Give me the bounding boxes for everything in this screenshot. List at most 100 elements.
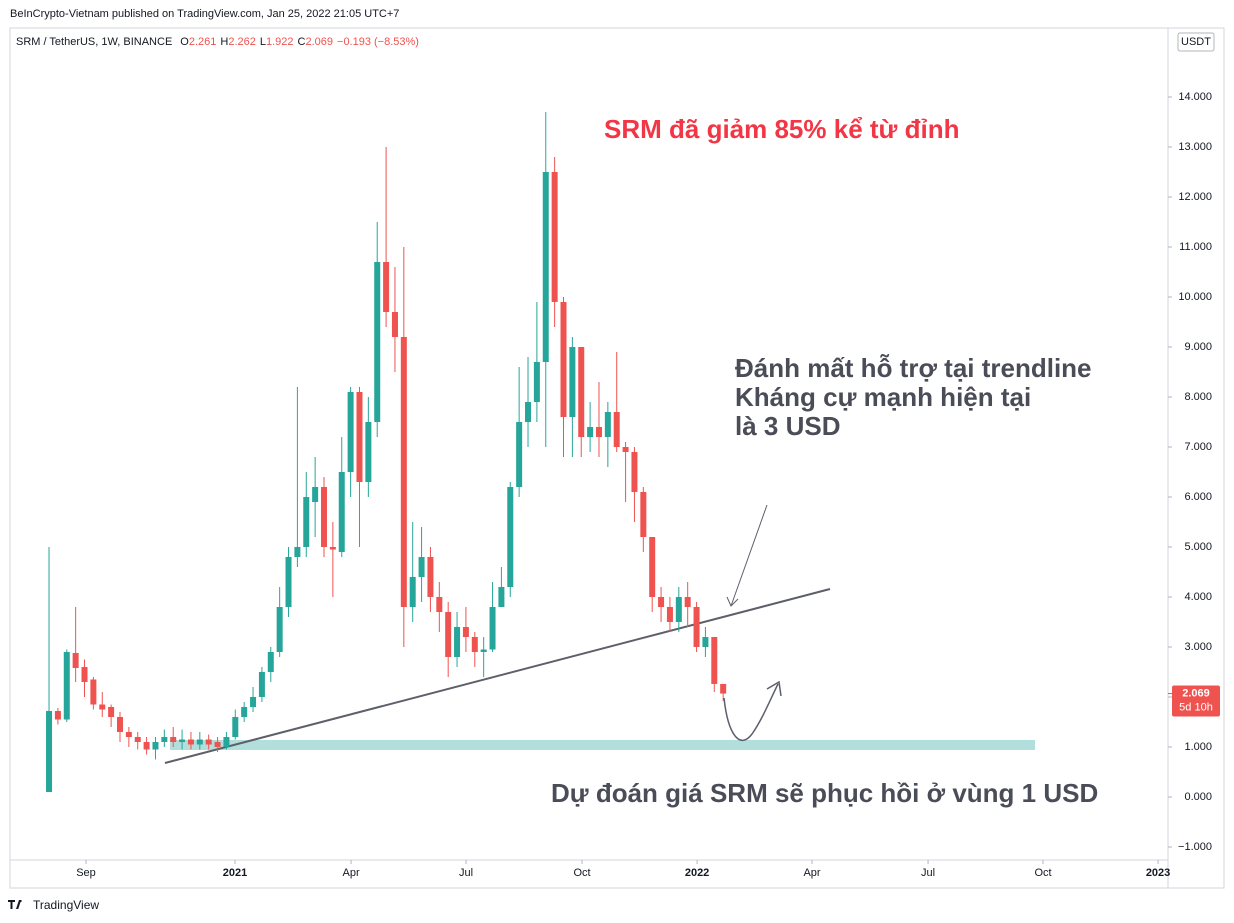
candle-body — [649, 537, 656, 597]
y-tick-label: 13.000 — [1178, 141, 1212, 153]
x-tick-label: Apr — [803, 867, 820, 879]
ohlc-key: L — [260, 36, 266, 48]
ohlc-key: H — [220, 36, 228, 48]
currency: USDT — [1181, 36, 1211, 48]
ohlc-value: 2.261 — [189, 36, 217, 48]
candle-body — [312, 487, 319, 502]
candle-body — [409, 577, 416, 607]
candle-body — [356, 392, 363, 482]
candle-body — [560, 302, 567, 417]
candle-body — [391, 312, 398, 337]
annotation: là 3 USD — [735, 411, 841, 441]
candle-body — [196, 739, 203, 745]
candle-body — [276, 607, 283, 652]
candle-body — [675, 597, 682, 622]
candle-body — [81, 667, 88, 682]
annotation: Kháng cự mạnh hiện tại — [735, 382, 1031, 412]
candle-body — [108, 707, 115, 717]
candle-body — [267, 652, 274, 672]
candle-body — [498, 587, 505, 607]
candle-body — [161, 737, 168, 742]
y-tick-label: 14.000 — [1178, 91, 1212, 103]
candle-body — [116, 717, 123, 732]
last-price: 2.069 — [1182, 687, 1210, 699]
candle-body — [445, 612, 452, 657]
candle-body — [480, 649, 487, 652]
candle-body — [179, 739, 186, 742]
candle-body — [427, 557, 434, 597]
x-tick-label: Sep — [76, 867, 96, 879]
last-price-box — [1172, 685, 1220, 717]
candle-body — [604, 412, 611, 437]
y-tick-label: 10.000 — [1178, 291, 1212, 303]
y-tick-label: 1.000 — [1184, 741, 1212, 753]
bar-countdown: 5d 10h — [1179, 701, 1213, 713]
y-tick-label: 12.000 — [1178, 191, 1212, 203]
ohlc-value: 2.262 — [228, 36, 256, 48]
candle-body — [454, 627, 461, 657]
x-tick-label: Oct — [573, 867, 590, 879]
x-tick-label: 2023 — [1146, 867, 1170, 879]
x-tick-label: 2021 — [223, 867, 247, 879]
candle-body — [489, 607, 496, 650]
ohlc-key: O — [180, 36, 189, 48]
candle-body — [551, 172, 558, 302]
candle-body — [436, 597, 443, 612]
y-tick-label: 5.000 — [1184, 541, 1212, 553]
x-tick-label: Jul — [921, 867, 935, 879]
candle-body — [46, 711, 53, 792]
candle-body — [72, 653, 79, 668]
x-tick-label: Apr — [342, 867, 359, 879]
candle-body — [338, 472, 345, 552]
candle-body — [99, 704, 106, 710]
candle-body — [90, 679, 97, 705]
arrow-head — [726, 596, 739, 607]
y-tick-label: 3.000 — [1184, 641, 1212, 653]
candle-body — [223, 737, 230, 747]
candle-body — [720, 683, 727, 694]
footer-brand: TradingView — [33, 898, 99, 912]
trendline — [164, 588, 831, 764]
candle-body — [569, 347, 576, 417]
candle-body — [250, 697, 257, 707]
x-tick-label: 2022 — [685, 867, 709, 879]
arrow-line — [730, 504, 768, 607]
candle-body — [205, 739, 212, 745]
candle-body — [143, 742, 150, 750]
y-tick-label: 4.000 — [1184, 591, 1212, 603]
candle-body — [471, 637, 478, 652]
ohlc-value: 2.069 — [305, 36, 333, 48]
candle-body — [285, 557, 292, 607]
recovery-arrow — [723, 683, 779, 741]
ohlc-key: C — [298, 36, 306, 48]
candle-body — [666, 607, 673, 622]
recovery-arrow-head — [766, 680, 782, 697]
candle-body — [711, 637, 718, 684]
candle-body — [533, 362, 540, 402]
y-tick-label: 7.000 — [1184, 441, 1212, 453]
x-tick-label: Oct — [1034, 867, 1051, 879]
candle-body — [684, 597, 691, 607]
symbol: SRM / TetherUS, 1W, BINANCE — [16, 36, 172, 48]
candle-body — [542, 172, 549, 362]
y-tick-label: −1.000 — [1178, 841, 1212, 853]
candle-body — [125, 732, 132, 737]
candle-body — [400, 337, 407, 607]
candle-body — [347, 392, 354, 472]
candle-body — [152, 742, 159, 750]
candle-body — [134, 737, 141, 742]
candle-body — [578, 347, 585, 437]
y-tick-label: 8.000 — [1184, 391, 1212, 403]
candle-body — [63, 652, 70, 720]
candle-body — [187, 739, 194, 745]
candle-body — [525, 402, 532, 422]
candle-body — [170, 737, 177, 742]
candle-body — [595, 427, 602, 437]
candle-body — [329, 547, 336, 550]
candle-body — [613, 412, 620, 447]
candle-body — [303, 497, 310, 547]
x-tick-label: Jul — [459, 867, 473, 879]
y-tick-label: 0.000 — [1184, 791, 1212, 803]
